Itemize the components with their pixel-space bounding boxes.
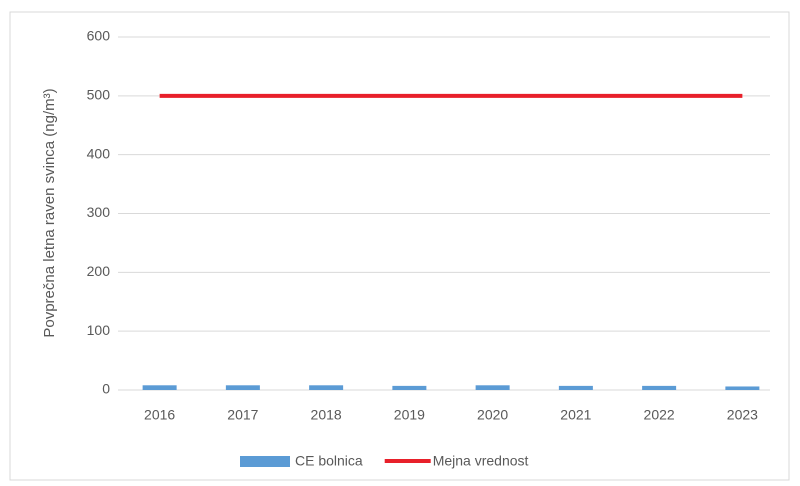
bar: [309, 385, 344, 390]
y-axis-label: Povprečna letna raven svinca (ng/m³): [41, 88, 58, 337]
y-tick-label: 400: [87, 145, 111, 161]
x-tick-label: 2018: [311, 407, 342, 423]
bar: [558, 385, 593, 390]
bar: [142, 385, 177, 390]
bar: [475, 385, 510, 390]
y-tick-label: 200: [87, 263, 111, 279]
bar: [725, 386, 760, 390]
bar: [642, 385, 677, 390]
x-tick-label: 2019: [394, 407, 425, 423]
y-tick-label: 600: [87, 28, 111, 44]
bar: [392, 385, 427, 390]
legend-label: Mejna vrednost: [433, 453, 529, 469]
legend-label: CE bolnica: [295, 453, 363, 469]
y-tick-label: 300: [87, 204, 111, 220]
x-tick-label: 2023: [727, 407, 758, 423]
y-tick-label: 500: [87, 87, 111, 103]
y-tick-label: 100: [87, 322, 111, 338]
y-tick-label: 0: [102, 381, 110, 397]
chart-border: [9, 11, 790, 481]
x-tick-label: 2016: [144, 407, 175, 423]
x-tick-label: 2017: [227, 407, 258, 423]
x-tick-label: 2021: [560, 407, 591, 423]
x-tick-label: 2022: [644, 407, 675, 423]
x-tick-label: 2020: [477, 407, 508, 423]
legend-swatch: [240, 456, 290, 467]
bar: [225, 385, 260, 390]
